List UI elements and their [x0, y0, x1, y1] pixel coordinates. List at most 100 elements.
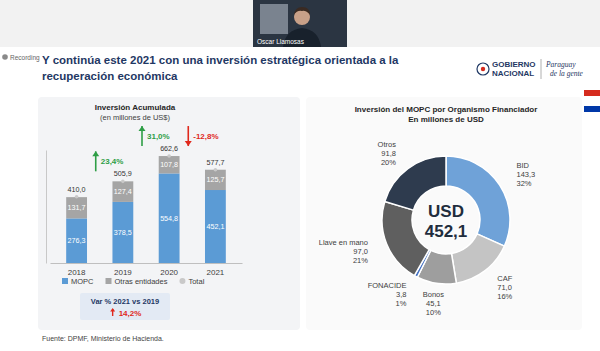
data-label: 71,0 — [497, 283, 512, 292]
bar — [159, 173, 180, 263]
note-box: Var % 2021 vs 2019 14,2% — [80, 293, 170, 320]
presenter-hair — [294, 7, 310, 15]
bar — [66, 197, 87, 218]
percent-label: 21% — [353, 256, 368, 265]
thumbnail-bg — [253, 0, 347, 47]
slide-screenshot: Oscar Llamosas RecordingY continúa este 2… — [0, 0, 600, 351]
slide-title: Y continúa este 2021 con una inversión e… — [42, 54, 399, 66]
legend: MOPCOtras entidadesTotal — [62, 277, 205, 286]
logo-text: NACIONAL — [492, 69, 534, 78]
percent-label: 32% — [517, 179, 532, 188]
slice-name: Bonos — [423, 290, 445, 299]
percent-label: 16% — [497, 292, 512, 301]
plot-marks — [66, 154, 226, 263]
point — [214, 168, 218, 172]
y-axis-line — [46, 151, 47, 264]
slice-labels: BID143,332% CAF71,016% Bonos45,110% FONACID… — [319, 140, 536, 318]
logo-text: GOBIERNO — [492, 60, 536, 69]
annotation-arrowhead — [185, 141, 192, 146]
tick-label: 2020 — [160, 268, 178, 277]
data-label: 3,8 — [396, 290, 406, 299]
legend-label: MOPC — [71, 277, 94, 286]
tagline: Paraguay — [545, 60, 576, 69]
slice — [382, 201, 429, 275]
data-label: 662,6 — [160, 144, 178, 153]
x-axis: 2018 2019 2020 2021 — [51, 264, 243, 277]
axis-tick: 2019 — [114, 268, 132, 277]
background — [0, 0, 600, 351]
y-axis — [46, 151, 47, 264]
data-label: 91,8 — [381, 149, 396, 158]
bar — [112, 202, 133, 263]
slide-title: recuperación económica — [42, 70, 178, 82]
logo-emblem-dot — [481, 67, 485, 71]
tick-label: 2018 — [68, 268, 86, 277]
bar — [205, 170, 226, 190]
slice-name: BID — [517, 161, 530, 170]
annotation: 23,4% — [101, 157, 124, 166]
annotation-arrowhead — [92, 151, 99, 156]
note-bg — [80, 293, 170, 320]
axis-tick: 2021 — [206, 268, 224, 277]
bar — [66, 218, 87, 263]
data-label: 276,3 — [68, 236, 86, 245]
percent-label: 1% — [396, 299, 407, 308]
legend-swatch — [62, 278, 68, 284]
pie-chart: Inversión del MOPC por Organismo Financi… — [319, 105, 538, 317]
data-label: 505,9 — [114, 169, 132, 178]
flag-blue — [584, 106, 600, 112]
flag-red — [584, 90, 600, 96]
center-label: USD — [428, 202, 464, 221]
slices — [382, 156, 510, 284]
logo-emblem — [477, 63, 489, 75]
note-title: Var % 2021 vs 2019 — [91, 297, 159, 306]
note-value: 14,2% — [119, 309, 142, 318]
presenter-thumbnail: Oscar Llamosas — [253, 0, 347, 47]
data-label: 410,0 — [68, 185, 86, 194]
chart-title: Inversión Acumulada — [95, 103, 176, 112]
annotation: 31,0% — [147, 132, 170, 141]
data-label: 127,4 — [114, 187, 132, 196]
x-axis-line — [51, 263, 243, 264]
chart-title: Inversión del MOPC por Organismo Financi… — [355, 105, 538, 114]
bar-chart: Inversión Acumulada(en millones de US$) 2… — [47, 103, 243, 320]
axis-tick: 2020 — [160, 268, 178, 277]
data-label: 452,1 — [206, 222, 224, 231]
chart-subtitle: En millones de USD — [408, 115, 484, 124]
tick-label: 2019 — [114, 268, 132, 277]
point — [121, 180, 125, 184]
data-labels: 276,3378,5554,8452,1131,7127,4107,8125,7… — [68, 144, 225, 245]
legend-swatch — [179, 278, 185, 284]
data-label: 143,3 — [517, 170, 536, 179]
recording-label: Recording — [10, 54, 40, 62]
right-panel — [306, 97, 582, 330]
thumbnail-backdrop — [260, 4, 288, 34]
annotation-arrowhead — [139, 126, 146, 131]
point — [75, 195, 79, 199]
data-label: 45,1 — [426, 299, 441, 308]
axis-tick: 2018 — [68, 268, 86, 277]
logo-separator — [541, 59, 542, 79]
legend-swatch — [106, 278, 112, 284]
top-strip — [0, 0, 600, 47]
note-arrowhead — [110, 308, 115, 312]
slice-name: FONACIDE — [368, 281, 407, 290]
chart-subtitle: (en millones de US$) — [100, 113, 171, 122]
data-label: 125,7 — [206, 175, 224, 184]
slice-name: Llave en mano — [319, 238, 368, 247]
source-note: Fuente: DPMF, Ministerio de Hacienda. — [42, 335, 164, 342]
legend-label: Total — [188, 277, 204, 286]
data-label: 97,0 — [353, 247, 368, 256]
bar — [159, 156, 180, 173]
logo: GOBIERNONACIONALParaguayde la gente — [477, 59, 584, 79]
data-label: 577,7 — [206, 158, 224, 167]
bar — [112, 181, 133, 202]
percent-label: 10% — [426, 308, 441, 317]
tick-label: 2021 — [206, 268, 224, 277]
percent-label: 20% — [381, 158, 396, 167]
data-label: 378,5 — [114, 228, 132, 237]
data-label: 107,8 — [160, 160, 178, 169]
slice-name: CAF — [497, 274, 512, 283]
left-panel — [38, 97, 300, 330]
point — [167, 154, 171, 158]
